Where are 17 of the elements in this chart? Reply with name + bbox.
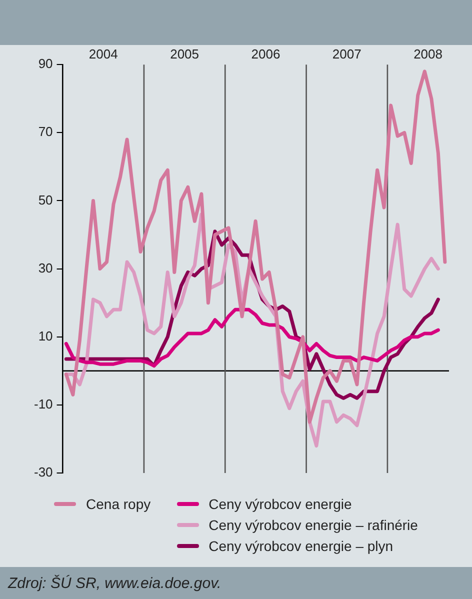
y-tick-label: 10 <box>38 328 53 344</box>
y-tick-label: -10 <box>34 396 53 412</box>
legend-label: Cena ropy <box>86 496 151 512</box>
x-tick-label: 2004 <box>88 46 118 62</box>
legend-label: Ceny výrobcov energie – rafinérie <box>208 516 418 532</box>
legend-label: Ceny výrobcov energie <box>208 496 352 512</box>
text: Zdroj: ŠÚ SR, www.eia.doe.gov. <box>8 574 222 592</box>
x-tick-label: 2005 <box>170 46 199 62</box>
legend-label: Ceny výrobcov energie – plyn <box>208 538 394 554</box>
x-tick-label: 2006 <box>251 46 280 62</box>
y-tick-label: 70 <box>38 124 53 140</box>
x-tick-label: 2008 <box>414 46 442 62</box>
y-tick-label: 50 <box>38 192 53 208</box>
y-tick-label: 30 <box>38 260 53 276</box>
x-tick-label: 2007 <box>332 46 362 62</box>
y-tick-label: 90 <box>38 56 53 72</box>
y-tick-label: -30 <box>34 464 53 480</box>
